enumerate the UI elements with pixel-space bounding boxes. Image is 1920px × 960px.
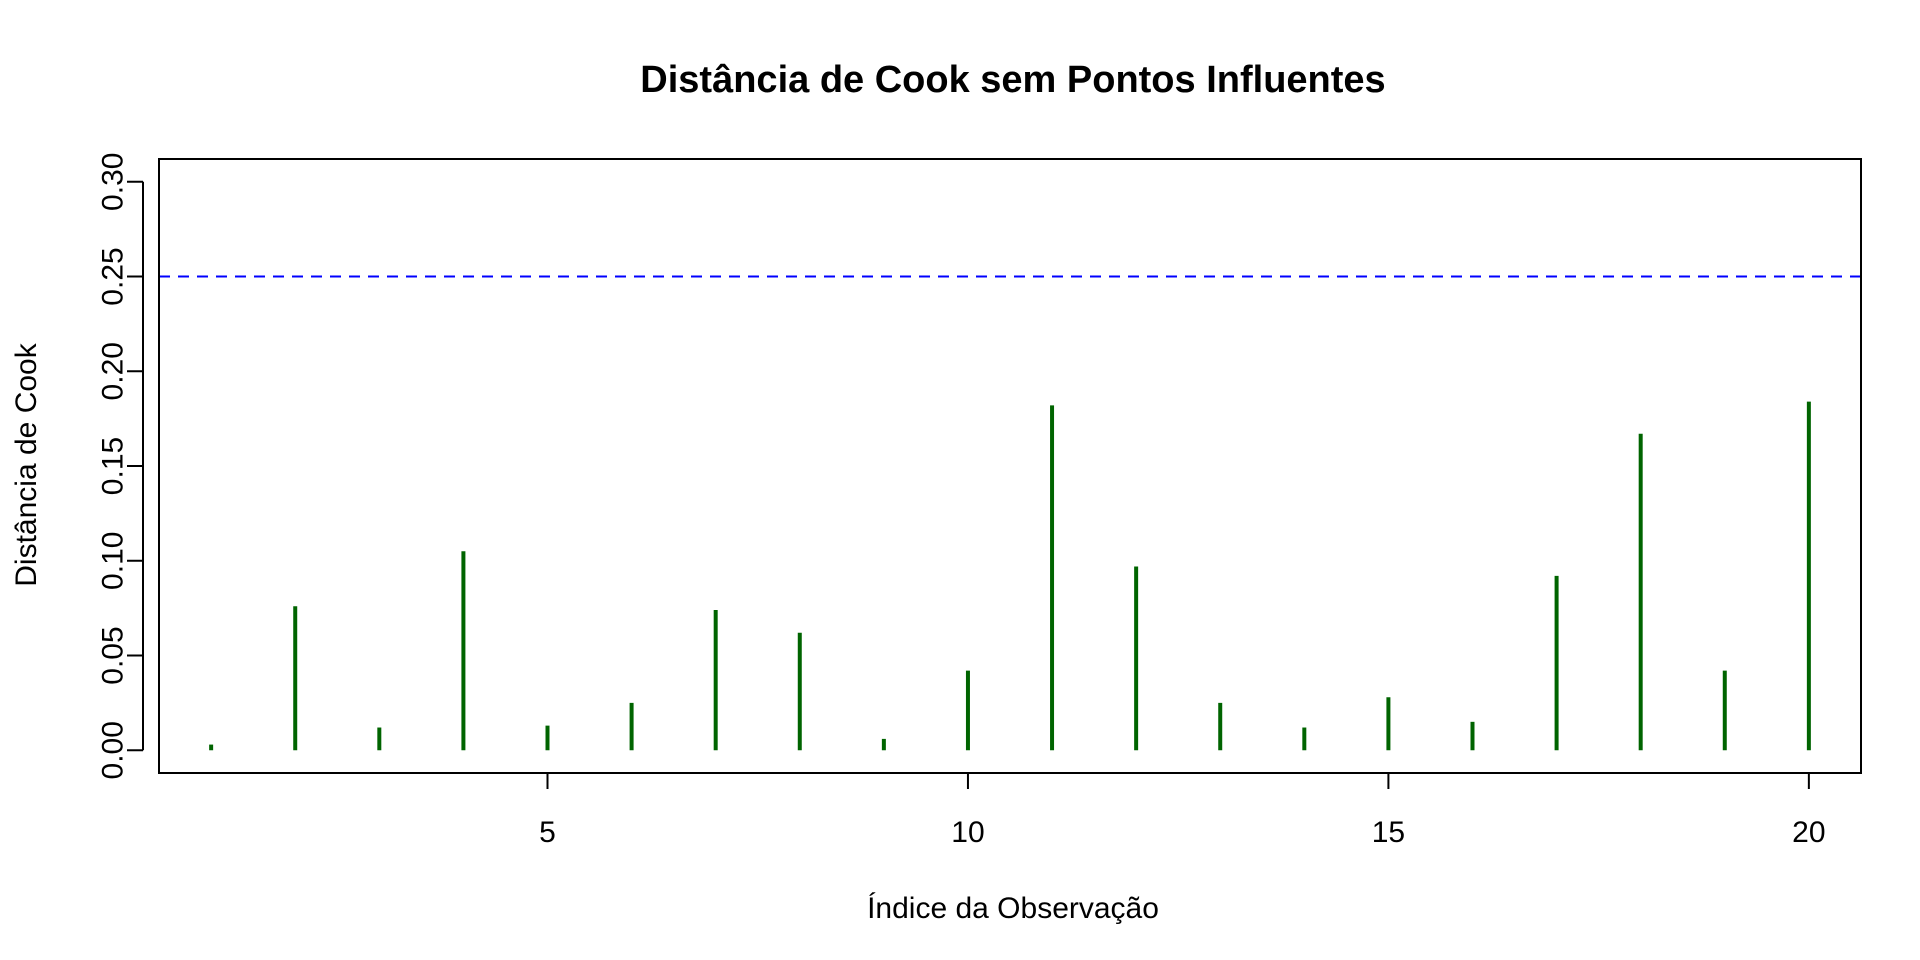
y-axis-label: Distância de Cook (10, 342, 43, 586)
y-tick-label: 0.30 (97, 153, 130, 211)
plot-frame (158, 158, 1862, 774)
x-tick-label: 5 (539, 816, 556, 849)
x-axis-label: Índice da Observação (867, 892, 1159, 925)
y-tick-label: 0.10 (97, 532, 130, 590)
bars-layer (209, 401, 1811, 751)
y-tick-label: 0.00 (97, 721, 130, 779)
y-tick-label: 0.15 (97, 437, 130, 495)
y-tick-label: 0.25 (97, 247, 130, 305)
x-tick-label: 15 (1372, 816, 1405, 849)
y-tick-label: 0.20 (97, 342, 130, 400)
y-axis: 0.00 0.05 0.10 0.15 0.20 0.25 0.30 (97, 153, 144, 779)
x-tick-label: 10 (951, 816, 984, 849)
x-tick-label: 20 (1792, 816, 1825, 849)
chart-title: Distância de Cook sem Pontos Influentes (640, 59, 1385, 101)
y-tick-label: 0.05 (97, 626, 130, 684)
